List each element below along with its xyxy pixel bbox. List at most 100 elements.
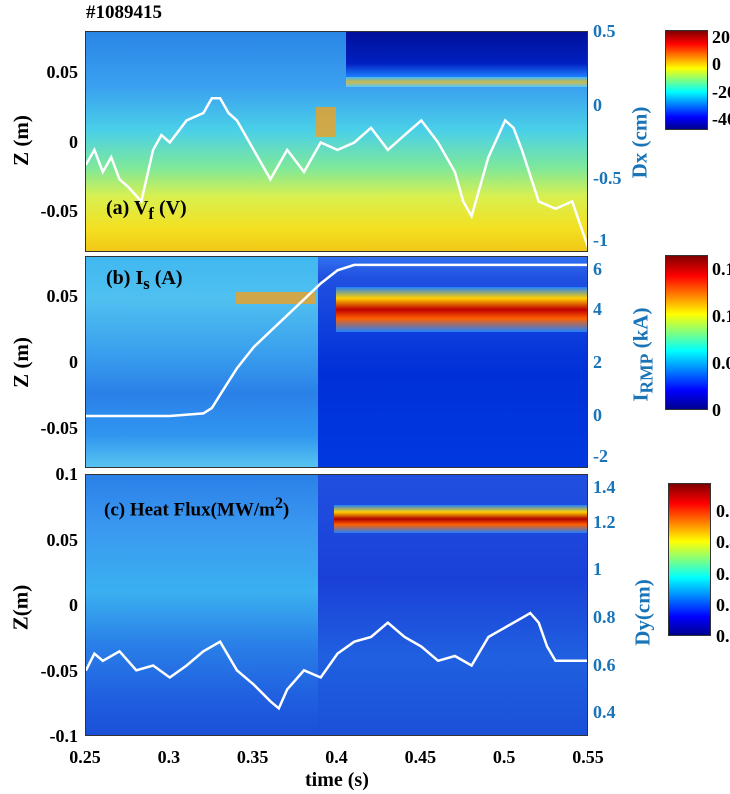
line-point: [521, 149, 523, 151]
line-point: [110, 156, 112, 159]
colorbar-c: [668, 483, 711, 636]
x-axis-label: time (s): [305, 769, 369, 791]
line-point: [286, 149, 288, 151]
irmp-label-sub: RMP: [636, 353, 657, 394]
colorbar-tick: 0.15: [712, 259, 730, 280]
line-point: [470, 664, 473, 667]
line-point: [319, 141, 322, 144]
colorbar-tick: 0.4: [716, 532, 730, 553]
overlay-line: [86, 263, 587, 418]
line-point: [470, 215, 473, 217]
line-point: [278, 707, 280, 710]
line-point: [202, 412, 205, 415]
heatmap-panel-a: (a) Vf (V): [85, 31, 588, 252]
x-tick: 0.45: [404, 747, 437, 767]
panel-a-label-unit: (V): [158, 197, 187, 219]
line-point: [353, 640, 356, 643]
line-point: [152, 149, 154, 151]
line-point: [387, 621, 389, 624]
panel-b-label-unit: (A): [154, 267, 183, 289]
line-point: [101, 659, 104, 662]
x-tick: 0.4: [325, 747, 348, 767]
heatmap-a-hotspot: [316, 107, 336, 137]
line-point: [160, 134, 163, 136]
line-point: [403, 134, 406, 136]
line-point: [127, 185, 129, 188]
line-point: [169, 141, 171, 144]
line-point: [462, 200, 465, 203]
left-y-tick: 0.05: [46, 62, 79, 83]
line-point: [370, 636, 372, 638]
line-point: [210, 407, 213, 409]
line-point: [353, 264, 356, 266]
left-y-tick: -0.1: [49, 726, 79, 746]
line-point: [336, 269, 339, 272]
heatmap-b-red-band: [336, 287, 587, 332]
line-point: [504, 264, 506, 266]
colorbar-tick: 0: [712, 54, 721, 75]
line-point: [554, 659, 557, 662]
line-point: [169, 415, 171, 417]
right-y-tick: 1.2: [593, 511, 616, 532]
line-point: [252, 149, 255, 151]
colorbar-tick: 0.1: [712, 306, 730, 327]
panel-c-right-ylabel: Dy(cm): [630, 579, 655, 646]
x-tick: 0.25: [69, 747, 101, 767]
line-point: [319, 676, 322, 679]
line-point: [169, 676, 171, 679]
colorbar-tick: 20: [712, 26, 730, 47]
line-point: [336, 149, 339, 151]
line-point: [529, 612, 532, 614]
left-y-tick: -0.05: [40, 660, 79, 681]
line-point: [537, 200, 540, 203]
overlay-line: [86, 97, 587, 249]
line-point: [487, 156, 490, 159]
line-point: [303, 669, 305, 672]
line-point: [286, 688, 288, 691]
panel-b-label: (b) Is (A): [106, 267, 182, 294]
line-point: [252, 346, 255, 348]
line-point: [93, 149, 96, 151]
line-point: [537, 621, 540, 624]
panel-a-right-ylabel: Dx (cm): [627, 106, 652, 179]
line-point: [269, 178, 272, 181]
heatmap-panel-b: (b) Is (A): [85, 256, 588, 468]
line-plot-c: [86, 611, 587, 711]
panel-b-label-sub: s: [143, 274, 150, 293]
line-point: [252, 683, 255, 686]
panel-c-label-sup: 2: [274, 495, 283, 512]
line-point: [571, 659, 574, 662]
line-point: [504, 119, 506, 122]
panel-b-right-ylabel: IRMP (kA): [628, 308, 657, 402]
line-point: [86, 669, 87, 672]
heatmap-panel-c: (c) Heat Flux(MW/m2): [85, 474, 588, 736]
heatmap-c-red-band: [334, 505, 587, 533]
right-y-tick: 0: [593, 405, 602, 425]
line-point: [286, 314, 288, 317]
panel-c-label-end: ): [282, 499, 290, 521]
x-tick: 0.5: [492, 747, 516, 767]
colorbar-tick: -40: [712, 109, 730, 130]
panel-c-label: (c) Heat Flux(MW/m2): [104, 495, 289, 521]
line-point: [571, 200, 574, 203]
line-point: [152, 664, 154, 667]
x-tick: 0.35: [236, 747, 269, 767]
line-point: [546, 645, 548, 648]
line-point: [303, 171, 305, 173]
panel-a-label: (a) Vf (V): [106, 197, 187, 224]
colorbar-tick: -20: [712, 81, 730, 102]
line-point: [454, 171, 456, 173]
right-y-tick: 4: [593, 299, 602, 319]
line-point: [487, 636, 490, 638]
left-y-tick: 0: [69, 131, 78, 152]
line-point: [336, 652, 339, 655]
panel-b-label-text: (b) I: [106, 267, 144, 289]
line-point: [504, 626, 506, 629]
line-point: [554, 208, 557, 210]
right-y-tick: 1.4: [593, 477, 616, 497]
line-point: [236, 669, 238, 672]
line-point: [140, 200, 143, 203]
line-point: [521, 617, 523, 619]
line-point: [118, 650, 121, 653]
